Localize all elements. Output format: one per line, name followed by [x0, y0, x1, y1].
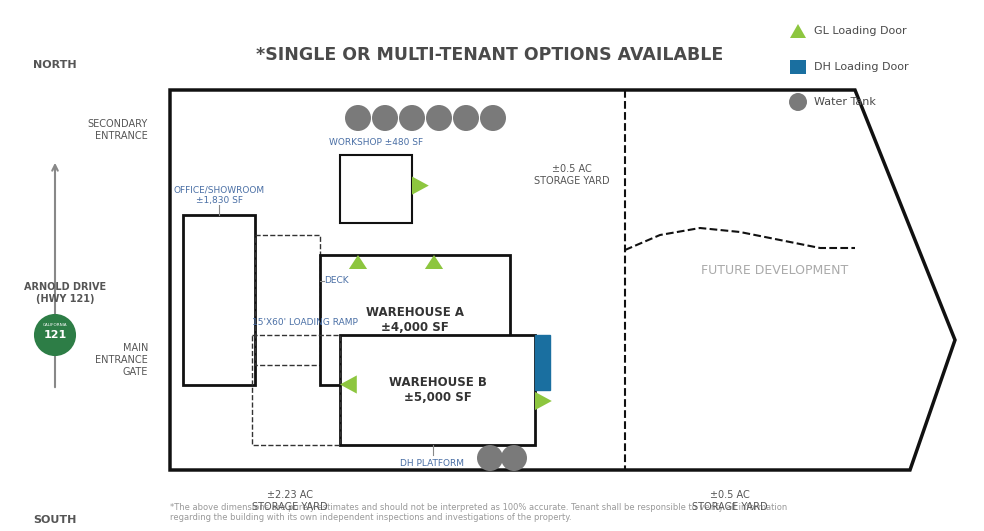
- Polygon shape: [412, 176, 429, 195]
- Polygon shape: [349, 255, 367, 269]
- Bar: [255, 235, 320, 365]
- Circle shape: [789, 93, 807, 111]
- Text: ±0.5 AC
STORAGE YARD: ±0.5 AC STORAGE YARD: [692, 490, 768, 511]
- Text: DH PLATFORM: DH PLATFORM: [400, 458, 464, 467]
- Polygon shape: [535, 392, 552, 410]
- Text: *SINGLE OR MULTI-TENANT OPTIONS AVAILABLE: *SINGLE OR MULTI-TENANT OPTIONS AVAILABL…: [257, 46, 723, 64]
- Polygon shape: [790, 24, 806, 38]
- Circle shape: [399, 105, 425, 131]
- Text: OFFICE/SHOWROOM
±1,830 SF: OFFICE/SHOWROOM ±1,830 SF: [173, 186, 265, 205]
- Polygon shape: [425, 255, 443, 269]
- Text: MAIN
ENTRANCE
GATE: MAIN ENTRANCE GATE: [95, 344, 148, 376]
- Bar: [183, 215, 255, 385]
- Circle shape: [35, 315, 75, 355]
- Polygon shape: [340, 375, 357, 393]
- Text: WAREHOUSE A
±4,000 SF: WAREHOUSE A ±4,000 SF: [366, 306, 464, 334]
- Bar: [340, 155, 412, 223]
- Text: SECONDARY
ENTRANCE: SECONDARY ENTRANCE: [88, 119, 148, 141]
- Text: WORKSHOP ±480 SF: WORKSHOP ±480 SF: [329, 138, 423, 147]
- Text: SOUTH: SOUTH: [33, 515, 77, 525]
- Circle shape: [477, 445, 503, 471]
- Circle shape: [372, 105, 398, 131]
- Text: ±0.5 AC
STORAGE YARD: ±0.5 AC STORAGE YARD: [534, 164, 610, 186]
- Text: ARNOLD DRIVE
(HWY 121): ARNOLD DRIVE (HWY 121): [24, 282, 106, 304]
- Bar: [252, 335, 340, 445]
- Circle shape: [345, 105, 371, 131]
- Text: Water Tank: Water Tank: [814, 97, 876, 107]
- Bar: [340, 335, 535, 445]
- Circle shape: [453, 105, 479, 131]
- Bar: [320, 255, 510, 385]
- Text: *The above dimensions are purely estimates and should not be interpreted as 100%: *The above dimensions are purely estimat…: [170, 503, 787, 522]
- Text: DECK: DECK: [324, 276, 348, 285]
- Text: WAREHOUSE B
±5,000 SF: WAREHOUSE B ±5,000 SF: [389, 376, 486, 404]
- Text: ±2.23 AC
STORAGE YARD: ±2.23 AC STORAGE YARD: [252, 490, 328, 511]
- Bar: [535, 335, 550, 390]
- Circle shape: [501, 445, 527, 471]
- Text: NORTH: NORTH: [33, 60, 77, 70]
- Text: 15'X60' LOADING RAMP: 15'X60' LOADING RAMP: [252, 318, 358, 327]
- Text: GL Loading Door: GL Loading Door: [814, 26, 906, 36]
- Text: DH Loading Door: DH Loading Door: [814, 62, 908, 72]
- Text: CALIFORNIA: CALIFORNIA: [42, 323, 67, 327]
- Text: 121: 121: [43, 330, 67, 340]
- Circle shape: [480, 105, 506, 131]
- Text: FUTURE DEVELOPMENT: FUTURE DEVELOPMENT: [702, 263, 848, 277]
- Bar: [790, 60, 806, 74]
- Circle shape: [426, 105, 452, 131]
